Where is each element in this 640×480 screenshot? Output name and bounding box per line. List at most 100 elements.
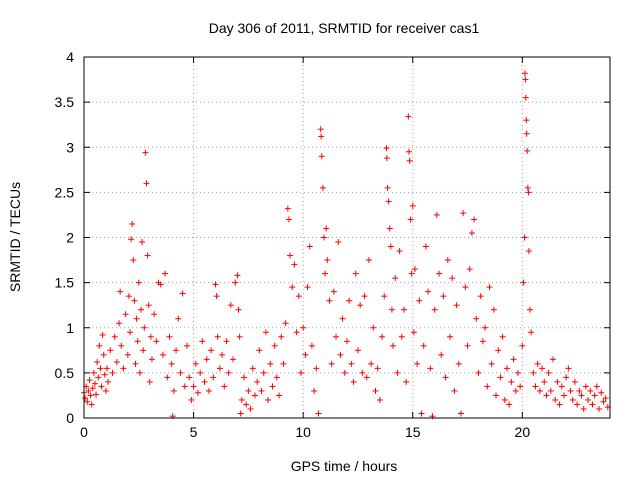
data-point bbox=[522, 94, 529, 101]
data-point bbox=[398, 333, 405, 340]
data-point bbox=[122, 311, 129, 318]
data-point bbox=[457, 410, 464, 417]
data-point bbox=[293, 329, 300, 336]
data-point bbox=[379, 333, 386, 340]
data-point bbox=[567, 387, 574, 394]
data-point bbox=[225, 369, 232, 376]
data-point bbox=[523, 117, 530, 124]
data-point bbox=[232, 279, 239, 286]
data-point bbox=[100, 351, 107, 358]
data-point bbox=[184, 342, 191, 349]
data-point bbox=[326, 297, 333, 304]
data-point bbox=[530, 369, 537, 376]
data-point bbox=[227, 302, 234, 309]
data-point bbox=[543, 392, 550, 399]
data-point bbox=[438, 351, 445, 358]
data-point bbox=[113, 359, 120, 366]
data-point bbox=[449, 275, 456, 282]
data-point bbox=[260, 369, 267, 376]
data-point bbox=[111, 333, 118, 340]
data-point bbox=[482, 324, 489, 331]
data-point bbox=[383, 145, 390, 152]
data-point bbox=[271, 342, 278, 349]
data-point bbox=[346, 297, 353, 304]
data-point bbox=[236, 333, 243, 340]
data-point bbox=[591, 392, 598, 399]
plot-frame bbox=[83, 56, 611, 419]
data-point bbox=[285, 216, 292, 223]
y-tick-label: 1.5 bbox=[55, 275, 75, 291]
data-point bbox=[484, 383, 491, 390]
data-point bbox=[317, 126, 324, 133]
x-tick-label: 15 bbox=[405, 424, 421, 440]
data-point bbox=[235, 306, 242, 313]
data-point bbox=[341, 369, 348, 376]
data-point bbox=[223, 338, 230, 345]
data-point bbox=[475, 369, 482, 376]
data-point bbox=[148, 356, 155, 363]
data-point bbox=[166, 333, 173, 340]
data-point bbox=[104, 365, 111, 372]
data-point bbox=[418, 410, 425, 417]
data-point bbox=[322, 270, 329, 277]
data-point bbox=[214, 333, 221, 340]
data-point bbox=[510, 356, 517, 363]
data-point bbox=[139, 239, 146, 246]
data-point bbox=[514, 369, 521, 376]
data-point bbox=[97, 365, 104, 372]
data-point bbox=[473, 315, 480, 322]
data-point bbox=[216, 365, 223, 372]
data-point bbox=[598, 389, 605, 396]
data-point bbox=[86, 377, 93, 384]
axis-ticks: 0 5 10 15 20 0 0.5 1 1.5 2 2.5 3 3.5 4 bbox=[55, 49, 610, 440]
data-point bbox=[348, 360, 355, 367]
data-point bbox=[405, 113, 412, 120]
data-point bbox=[105, 378, 112, 385]
data-point bbox=[240, 374, 247, 381]
data-point bbox=[420, 342, 427, 349]
data-point bbox=[350, 378, 357, 385]
data-point bbox=[468, 229, 475, 236]
data-point bbox=[132, 360, 139, 367]
data-point bbox=[328, 360, 335, 367]
data-point bbox=[238, 396, 245, 403]
data-point bbox=[140, 347, 147, 354]
y-tick-label: 2.5 bbox=[55, 184, 75, 200]
data-point bbox=[116, 320, 123, 327]
data-point bbox=[190, 383, 197, 390]
y-tick-label: 0 bbox=[66, 410, 74, 426]
y-tick-label: 1 bbox=[66, 320, 74, 336]
data-point bbox=[422, 243, 429, 250]
data-point bbox=[245, 387, 252, 394]
data-point bbox=[392, 275, 399, 282]
data-point bbox=[133, 315, 140, 322]
data-point bbox=[124, 351, 131, 358]
data-point bbox=[524, 147, 531, 154]
data-point bbox=[519, 342, 526, 349]
data-point bbox=[547, 387, 554, 394]
data-point bbox=[396, 248, 403, 255]
data-point bbox=[447, 333, 454, 340]
data-point bbox=[339, 315, 346, 322]
data-point bbox=[383, 155, 390, 162]
data-point bbox=[550, 356, 557, 363]
data-point bbox=[486, 284, 493, 291]
data-point bbox=[525, 189, 532, 196]
data-point bbox=[571, 378, 578, 385]
y-axis-label: SRMTID / TECUs bbox=[7, 182, 23, 292]
data-point bbox=[416, 297, 423, 304]
x-tick-label: 20 bbox=[515, 424, 531, 440]
data-point bbox=[320, 234, 327, 241]
data-point bbox=[87, 392, 94, 399]
data-point bbox=[280, 360, 287, 367]
data-point bbox=[99, 331, 106, 338]
data-point bbox=[534, 360, 541, 367]
data-point bbox=[471, 216, 478, 223]
data-point bbox=[394, 369, 401, 376]
data-point bbox=[247, 405, 254, 412]
data-point bbox=[368, 360, 375, 367]
data-point bbox=[587, 387, 594, 394]
data-point bbox=[84, 398, 91, 405]
data-point bbox=[563, 374, 570, 381]
